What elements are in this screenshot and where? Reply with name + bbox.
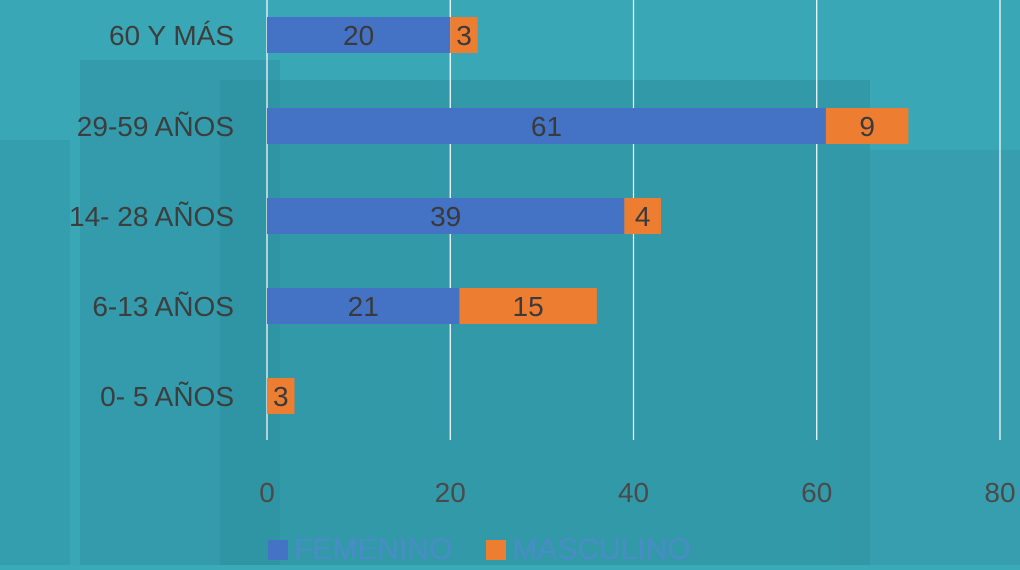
x-tick-label: 40 bbox=[618, 477, 649, 508]
bar-femenino bbox=[267, 17, 451, 53]
bar-masculino bbox=[267, 378, 295, 414]
x-tick-label: 80 bbox=[984, 477, 1015, 508]
data-label: 61 bbox=[531, 111, 562, 142]
legend-item-femenino: FEMENINO bbox=[268, 533, 452, 567]
legend-swatch-masculino bbox=[486, 540, 507, 560]
category-label: 60 Y MÁS bbox=[109, 20, 234, 51]
legend-item-masculino: MASCULINO bbox=[486, 533, 691, 567]
bar-masculino bbox=[624, 198, 661, 234]
category-label: 0- 5 AÑOS bbox=[100, 381, 234, 412]
data-label: 21 bbox=[348, 291, 379, 322]
legend-label-femenino: FEMENINO bbox=[294, 533, 453, 566]
x-tick-label: 0 bbox=[259, 477, 275, 508]
bar-femenino bbox=[267, 108, 826, 144]
x-tick-label: 60 bbox=[801, 477, 832, 508]
x-axis-tick-labels: 0 20 40 60 80 bbox=[259, 477, 1015, 508]
data-label: 3 bbox=[456, 20, 472, 51]
category-label: 6-13 AÑOS bbox=[92, 291, 234, 322]
x-tick-label: 20 bbox=[435, 477, 466, 508]
data-label: 9 bbox=[859, 111, 875, 142]
bar-femenino bbox=[267, 198, 625, 234]
bar-masculino bbox=[450, 17, 478, 53]
bar-masculino bbox=[825, 108, 909, 144]
data-label: 39 bbox=[430, 201, 461, 232]
data-label: 3 bbox=[273, 381, 289, 412]
data-label: 20 bbox=[343, 20, 374, 51]
category-label: 29-59 AÑOS bbox=[77, 111, 234, 142]
legend-label-masculino: MASCULINO bbox=[512, 533, 691, 566]
bars: 20 3 61 9 39 4 21 15 3 bbox=[267, 17, 909, 414]
legend-swatch-femenino bbox=[268, 540, 288, 560]
legend: FEMENINO MASCULINO bbox=[268, 530, 691, 570]
category-label: 14- 28 AÑOS bbox=[69, 201, 234, 232]
data-label: 4 bbox=[635, 201, 651, 232]
data-label: 15 bbox=[513, 291, 544, 322]
bar-masculino bbox=[459, 288, 597, 324]
category-labels: 60 Y MÁS 29-59 AÑOS 14- 28 AÑOS 6-13 AÑOS 0-… bbox=[69, 20, 234, 412]
bar-femenino bbox=[267, 288, 460, 324]
